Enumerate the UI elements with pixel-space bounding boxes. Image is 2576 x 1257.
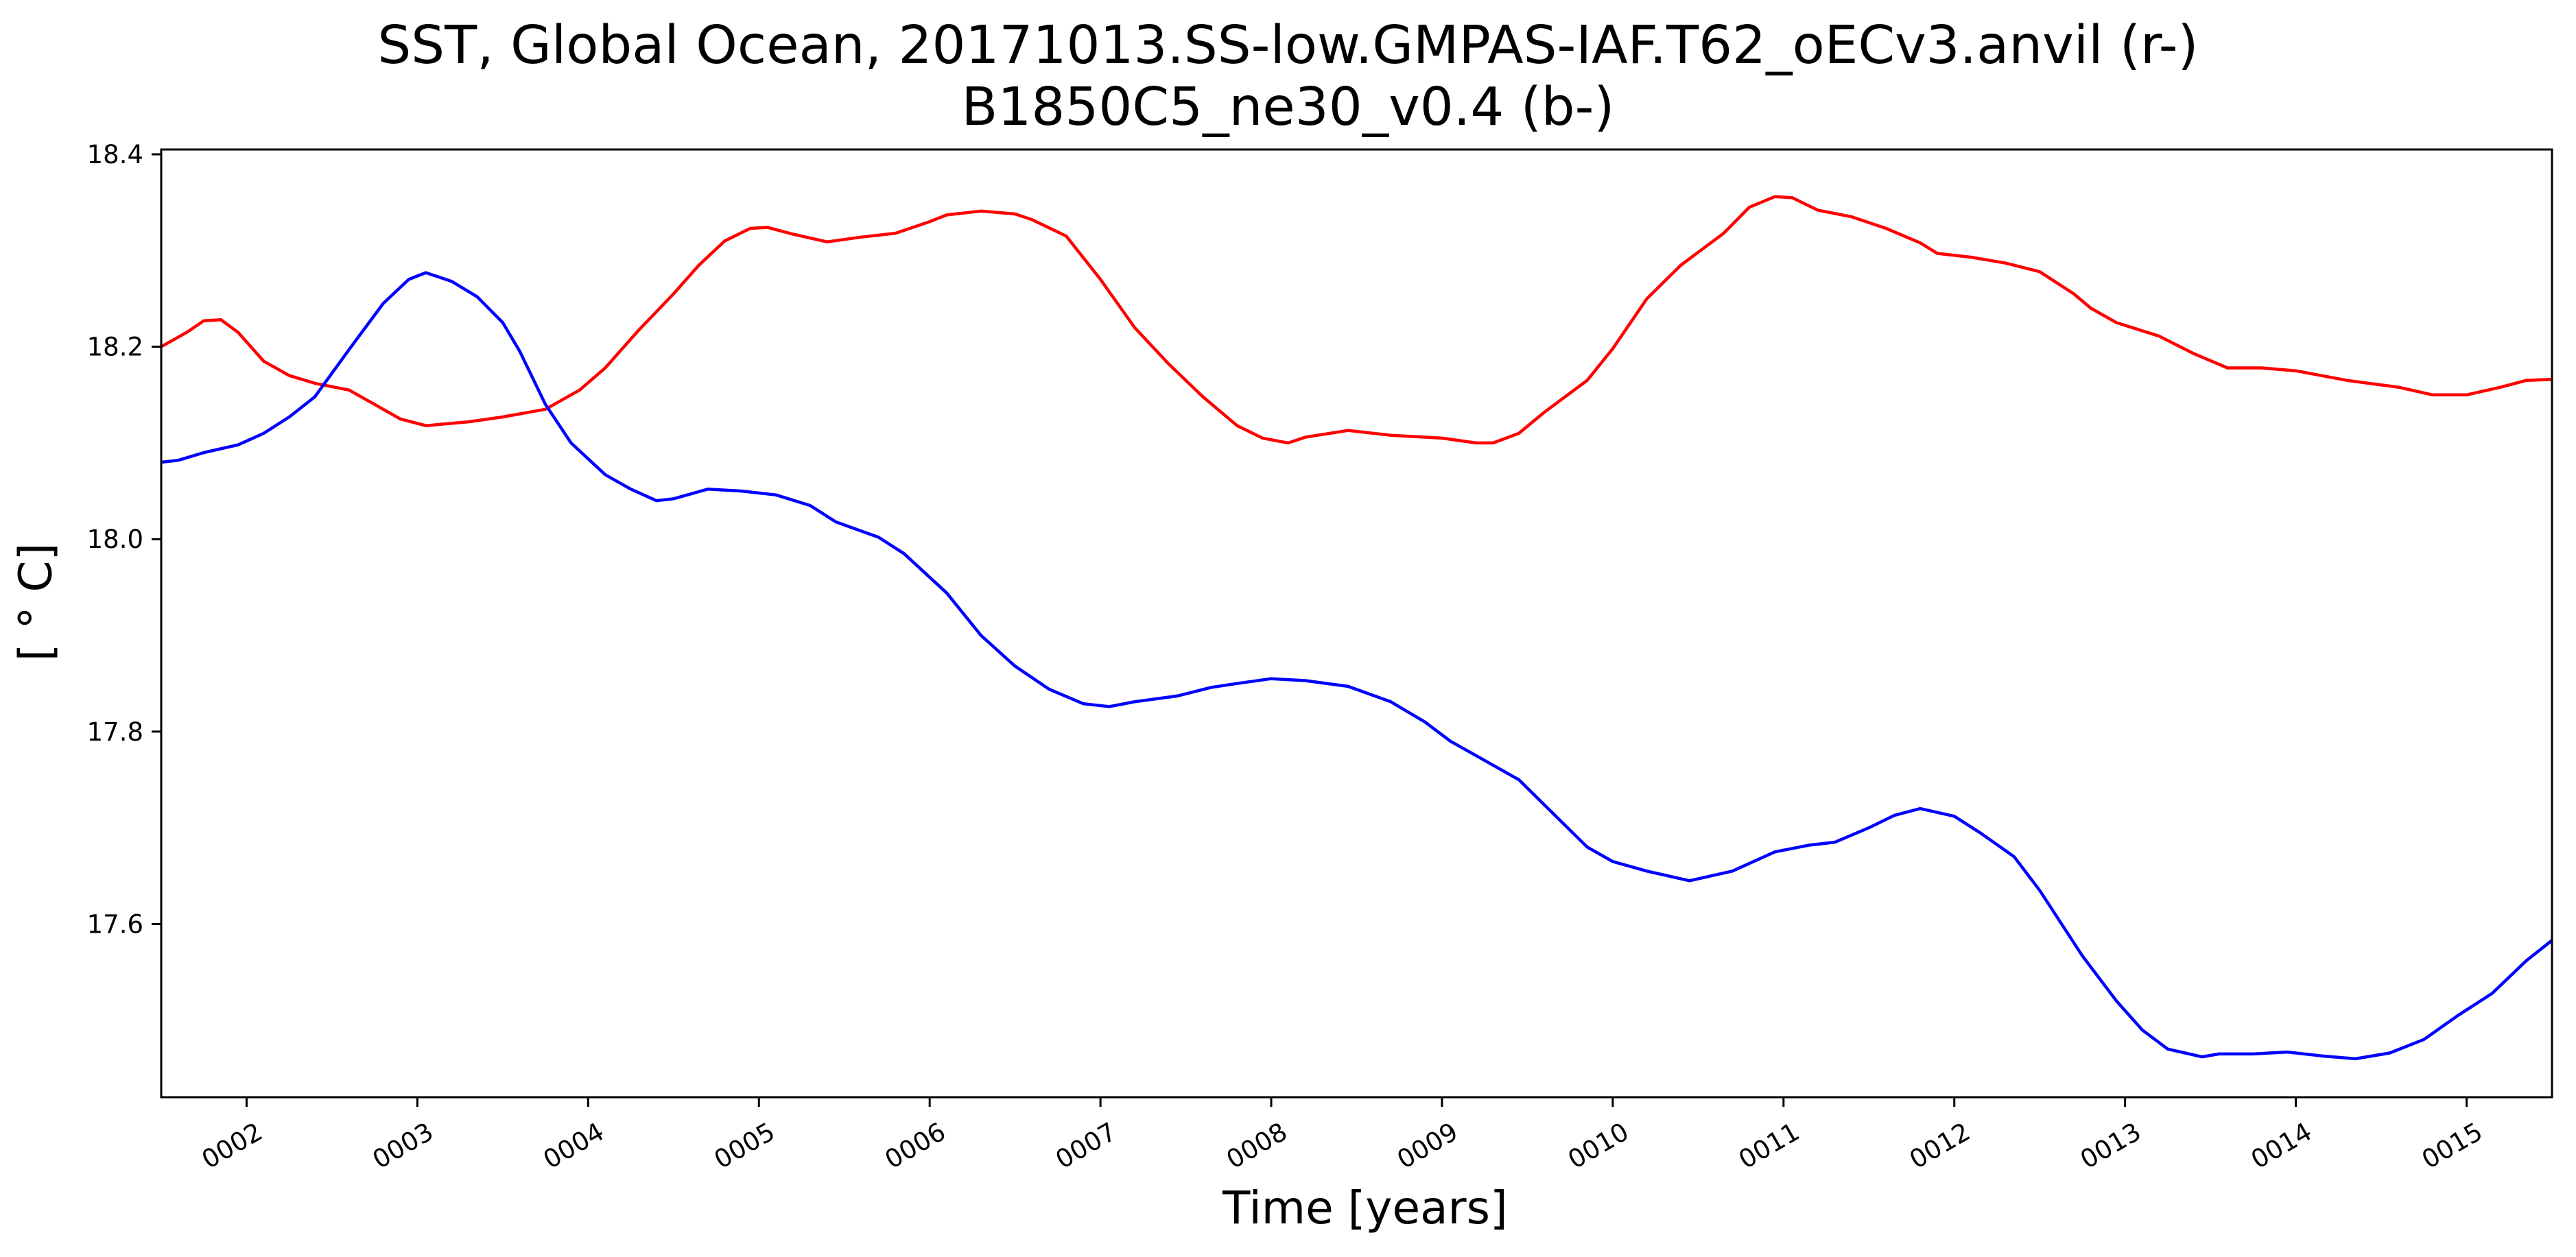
series-line-2 bbox=[161, 271, 2553, 1061]
y-axis-label: [ ° C] bbox=[9, 542, 62, 662]
x-tick-label: 0012 bbox=[1904, 1117, 1975, 1175]
axes-layer: 17.6 17.8 18.0 18.2 18.4 0002 0003 0004 0005 0006… bbox=[87, 140, 2488, 1175]
y-tick-label: 18.4 bbox=[87, 140, 143, 169]
x-tick-label: 0009 bbox=[1392, 1117, 1463, 1175]
chart-subtitle: B1850C5_ne30_v0.4 (b-) bbox=[961, 77, 1615, 138]
x-tick-label: 0004 bbox=[539, 1117, 609, 1175]
x-tick-label: 0007 bbox=[1051, 1117, 1122, 1175]
x-tick-label: 0011 bbox=[1734, 1117, 1804, 1175]
chart-title: SST, Global Ocean, 20171013.SS-low.GMPAS… bbox=[377, 15, 2199, 76]
series-layer bbox=[160, 195, 2553, 1061]
axes-frame bbox=[160, 148, 2553, 1099]
y-tick-label: 18.2 bbox=[87, 333, 143, 362]
x-tick-label: 0002 bbox=[197, 1117, 268, 1175]
y-tick-label: 17.8 bbox=[87, 717, 143, 747]
x-axis-label: Time [years] bbox=[1222, 1182, 1508, 1234]
x-tick-label: 0010 bbox=[1563, 1117, 1633, 1175]
x-tick-label: 0005 bbox=[709, 1117, 780, 1175]
x-tick-label: 0014 bbox=[2246, 1117, 2317, 1175]
x-tick-label: 0008 bbox=[1221, 1117, 1292, 1175]
x-tick-label: 0003 bbox=[368, 1117, 438, 1175]
x-tick-label: 0013 bbox=[2075, 1117, 2146, 1175]
y-tick-label: 18.0 bbox=[87, 525, 143, 554]
series-line-1 bbox=[160, 195, 2553, 445]
x-tick-label: 0015 bbox=[2417, 1117, 2488, 1175]
y-tick-label: 17.6 bbox=[87, 909, 143, 939]
x-tick-label: 0006 bbox=[880, 1117, 951, 1175]
